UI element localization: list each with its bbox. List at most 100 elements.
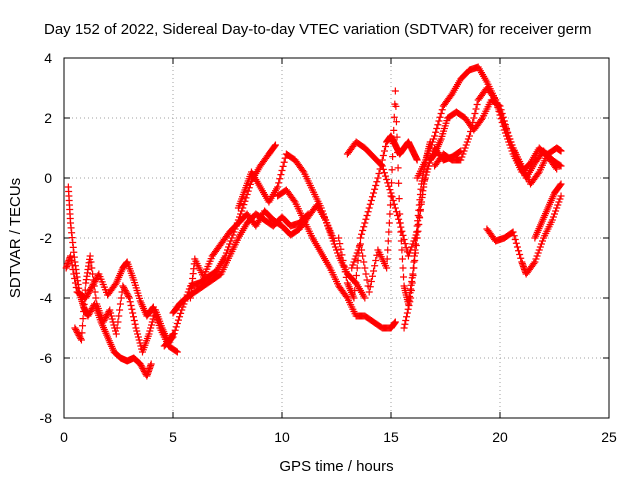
data-point bbox=[472, 105, 480, 113]
series-track-7 bbox=[234, 150, 369, 302]
y-tick-label: 4 bbox=[44, 50, 52, 66]
data-point bbox=[363, 212, 371, 219]
data-point bbox=[91, 288, 99, 296]
data-point bbox=[395, 179, 403, 187]
data-point bbox=[71, 279, 79, 287]
data-point bbox=[362, 270, 370, 278]
series-track-3 bbox=[71, 252, 177, 356]
data-point bbox=[77, 336, 85, 344]
data-point bbox=[458, 153, 466, 161]
data-point bbox=[136, 360, 144, 368]
data-point bbox=[421, 177, 429, 185]
data-point bbox=[365, 288, 373, 296]
data-point bbox=[433, 125, 441, 132]
data-point bbox=[336, 240, 344, 248]
data-point bbox=[535, 246, 543, 254]
data-point bbox=[516, 251, 524, 258]
data-point bbox=[463, 138, 471, 146]
data-point bbox=[496, 111, 504, 119]
data-point bbox=[390, 126, 398, 134]
data-point bbox=[274, 183, 282, 191]
data-point bbox=[290, 197, 298, 204]
data-point bbox=[409, 240, 417, 248]
data-point bbox=[67, 257, 75, 264]
data-point bbox=[420, 180, 428, 188]
data-point bbox=[278, 167, 286, 174]
data-point bbox=[390, 113, 398, 121]
data-point bbox=[358, 246, 366, 254]
data-point bbox=[510, 232, 518, 240]
data-point bbox=[342, 293, 350, 300]
data-point bbox=[493, 100, 501, 108]
data-point bbox=[123, 290, 131, 297]
data-point bbox=[356, 240, 364, 248]
data-point bbox=[465, 132, 473, 140]
data-point bbox=[84, 290, 92, 297]
data-point bbox=[410, 237, 418, 245]
data-point bbox=[552, 164, 560, 171]
data-point bbox=[361, 264, 369, 272]
data-point bbox=[329, 237, 337, 245]
data-point bbox=[358, 230, 366, 238]
data-point bbox=[407, 294, 415, 302]
data-point bbox=[368, 193, 376, 201]
data-point bbox=[365, 204, 373, 212]
data-point bbox=[399, 264, 407, 272]
data-point bbox=[460, 147, 468, 155]
series-track-15 bbox=[483, 192, 565, 278]
data-point bbox=[101, 315, 109, 323]
data-point bbox=[350, 258, 358, 266]
data-point bbox=[394, 164, 402, 172]
data-point bbox=[360, 223, 368, 231]
series-track-9 bbox=[335, 132, 421, 302]
data-point bbox=[495, 107, 503, 115]
data-point bbox=[385, 219, 393, 227]
data-point bbox=[467, 128, 475, 135]
data-point bbox=[436, 113, 444, 121]
data-point bbox=[416, 207, 424, 215]
data-point bbox=[410, 264, 418, 272]
data-point bbox=[351, 255, 359, 263]
data-point bbox=[366, 200, 374, 208]
data-point bbox=[501, 129, 509, 137]
data-point bbox=[557, 192, 565, 200]
data-point bbox=[492, 96, 500, 104]
data-point bbox=[384, 179, 392, 187]
data-point bbox=[400, 236, 408, 243]
data-point bbox=[553, 204, 561, 212]
data-point bbox=[395, 195, 403, 203]
data-point bbox=[500, 126, 508, 134]
data-point bbox=[383, 255, 391, 263]
data-point bbox=[137, 342, 145, 350]
series-track-16 bbox=[531, 180, 565, 242]
x-tick-label: 25 bbox=[601, 429, 617, 445]
data-point bbox=[461, 144, 469, 152]
data-point bbox=[390, 200, 398, 208]
data-point bbox=[86, 309, 94, 317]
data-point bbox=[227, 237, 235, 245]
data-point bbox=[367, 278, 375, 285]
y-tick-label: -4 bbox=[40, 290, 53, 306]
data-point bbox=[413, 156, 421, 164]
data-point bbox=[112, 330, 120, 338]
x-tick-label: 0 bbox=[60, 429, 68, 445]
data-point bbox=[508, 147, 516, 155]
data-point bbox=[477, 116, 485, 123]
data-point bbox=[81, 293, 89, 301]
data-point bbox=[334, 249, 342, 257]
data-point bbox=[470, 114, 478, 122]
data-point bbox=[350, 294, 358, 302]
data-point bbox=[386, 201, 394, 209]
data-point bbox=[385, 182, 393, 190]
data-point bbox=[416, 214, 424, 222]
data-point bbox=[79, 315, 87, 323]
data-point bbox=[374, 174, 382, 182]
data-point bbox=[84, 312, 92, 320]
data-point bbox=[125, 294, 133, 302]
data-point bbox=[317, 204, 325, 212]
data-point bbox=[271, 142, 279, 150]
data-point bbox=[69, 266, 77, 273]
data-point bbox=[421, 174, 429, 182]
data-point bbox=[412, 231, 420, 239]
